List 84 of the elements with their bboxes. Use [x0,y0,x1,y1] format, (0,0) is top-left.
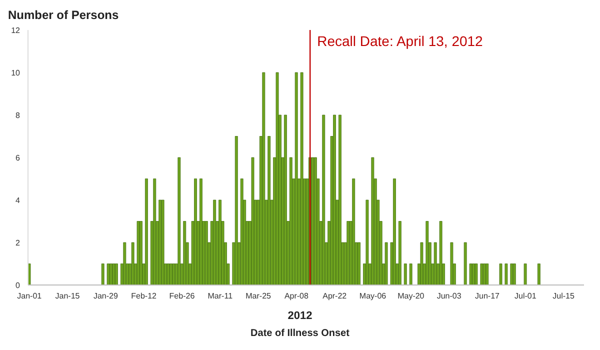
bar [486,264,489,285]
bar [384,242,388,285]
text: 2012 [286,310,314,322]
bar [28,264,31,285]
y-tick-label: 4 [16,196,21,205]
bar [371,157,374,285]
bar [284,114,287,285]
bar [204,221,208,285]
bar [153,178,156,285]
x-tick-label: Jan-15 [55,292,80,301]
bar [268,136,271,285]
bar [183,221,186,285]
bar [276,72,279,285]
y-axis-title: Number of Persons [8,8,119,22]
bar [346,221,350,285]
bar [112,264,116,285]
bar [464,242,467,285]
y-tick-label: 2 [16,238,21,248]
x-tick-label: Feb-26 [169,292,196,301]
bar [358,242,360,285]
bar [352,178,356,285]
bar [136,221,140,285]
x-tick-label: Feb-12 [131,292,158,301]
bar [101,264,104,285]
bar [537,264,540,285]
bar [512,264,516,285]
bar [115,264,118,285]
bar [322,114,326,285]
bar [200,178,202,285]
x-tick-label: Mar-11 [208,292,234,301]
bar [123,242,126,285]
bar [294,72,298,285]
bar [172,264,176,285]
bar [439,221,442,285]
x-tick-label: Mar-25 [246,292,272,301]
bar [131,242,134,285]
bar [338,114,342,285]
bar [311,157,314,285]
bar [404,264,407,285]
bar [194,178,197,285]
y-tick-label: 0 [16,280,21,290]
bar [218,200,222,285]
bar [469,264,472,285]
bar [524,264,527,285]
bar [409,264,412,285]
bar [480,264,484,285]
bar [499,264,502,285]
x-tick-label: Apr-08 [284,292,310,301]
x-tick-label: Jun-17 [475,292,500,301]
bar [161,200,164,285]
bar [366,200,369,285]
bar [140,221,142,285]
x-tick-label: Jun-03 [436,292,462,301]
bar [166,264,170,285]
bar [106,264,110,285]
x-tick-label: Jan-29 [93,292,118,301]
bar [510,264,514,285]
bar [420,242,424,285]
bar [474,264,478,285]
y-tick-label: 10 [11,68,21,78]
bar [234,136,238,285]
bar [144,178,148,285]
bar [504,264,508,285]
bar [393,178,396,285]
y-tick-label: 6 [16,153,21,162]
bar [434,242,437,285]
bar [300,72,304,285]
x-tick-label: Jul-01 [514,292,537,301]
bar [426,221,429,285]
bar [251,157,254,285]
y-tick-label: 8 [16,110,21,120]
bar [398,221,402,285]
x-tick-label: Apr-22 [322,292,348,301]
x-tick-label: May-20 [398,292,425,301]
ref-line-label: Recall Date: April 13, 2012 [317,33,484,49]
bar [450,242,454,285]
bar [262,72,266,285]
x-tick-label: Jan-01 [17,292,42,301]
x-tick-label: Jul-15 [552,292,575,301]
bar [333,114,336,285]
y-tick-label: 12 [11,26,21,35]
bar [178,157,181,285]
x-axis-title: Date of Illness Onset [250,328,350,339]
x-tick-label: May-06 [359,292,387,301]
